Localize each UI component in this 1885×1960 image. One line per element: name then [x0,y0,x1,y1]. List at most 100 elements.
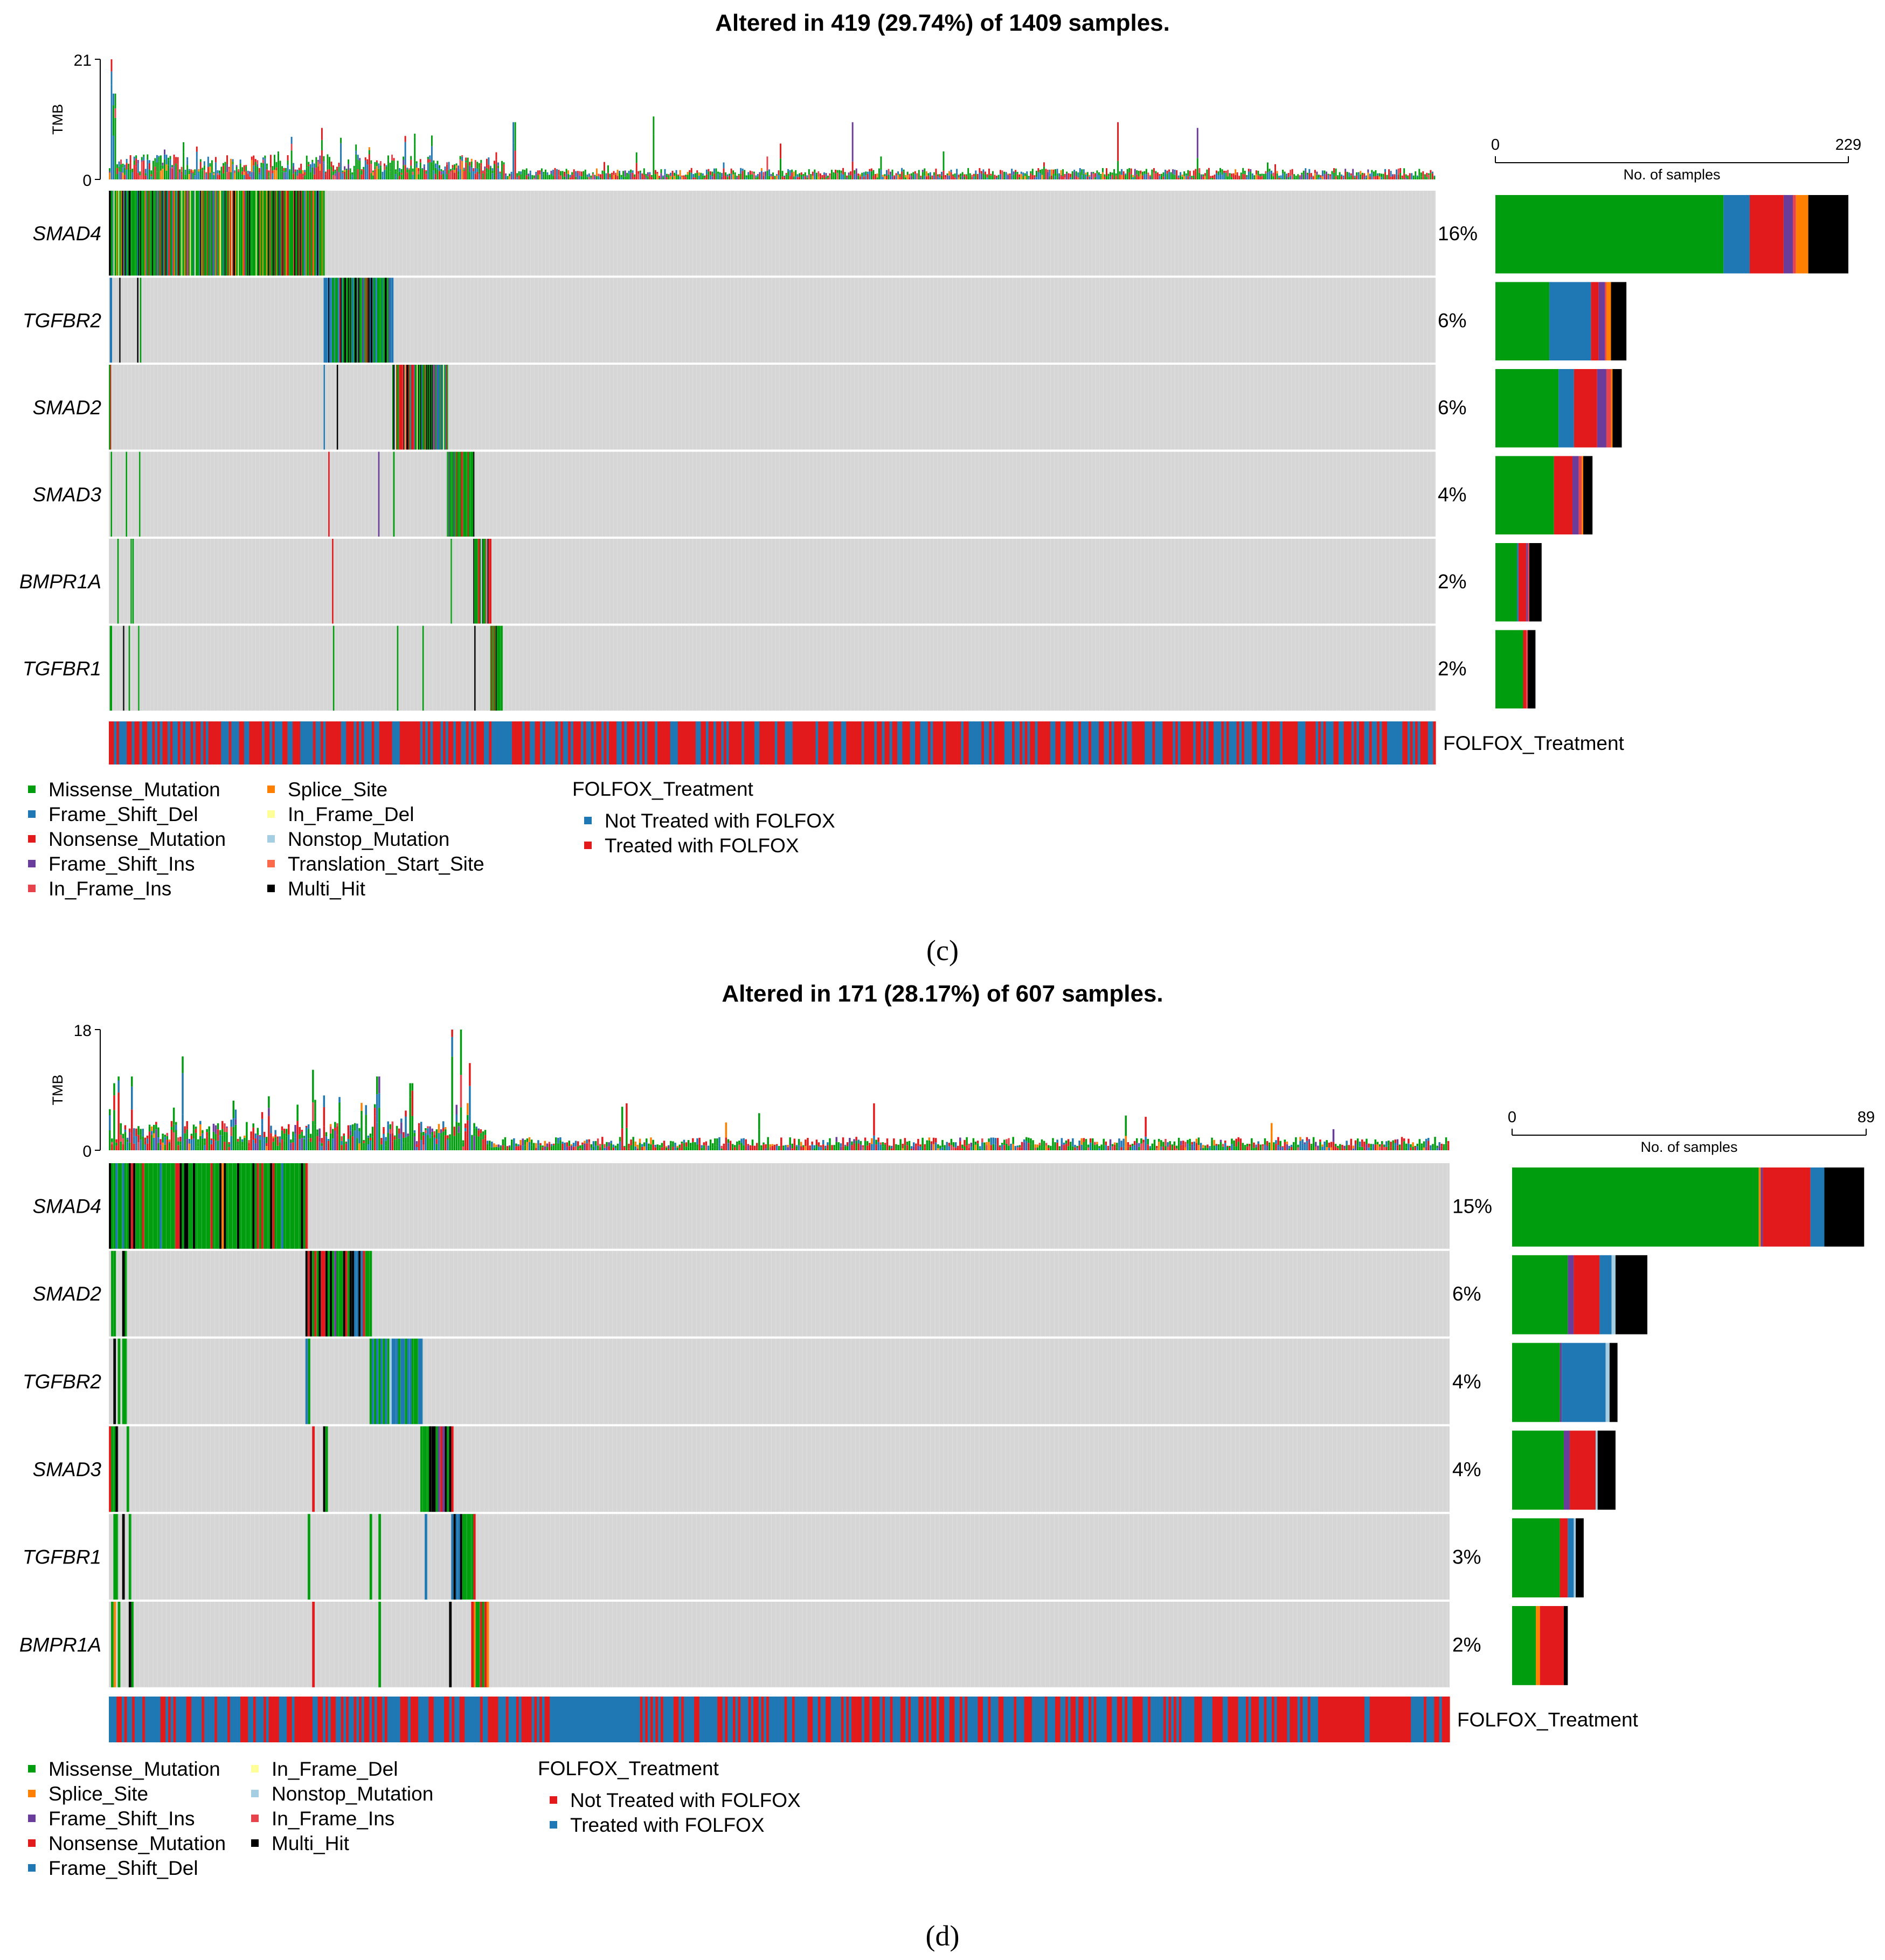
mutation-cell [346,277,348,363]
tmb-bar-segment [1180,1141,1182,1145]
mutation-cell [263,1163,266,1249]
tmb-bar-segment [1138,1143,1140,1147]
folfox-annotation-cell [1341,721,1345,764]
gene-percent-label: 16% [1438,223,1478,245]
tmb-bar-segment [1003,1145,1006,1150]
tmb-bar-segment [1055,169,1056,176]
folfox-annotation-cell [927,721,931,764]
tmb-bar-segment [184,1126,186,1128]
mutation-cell [455,1514,459,1600]
tmb-bar-segment [965,174,967,176]
tmb-bar-segment [1341,176,1343,179]
tmb-bar-segment [380,1140,383,1145]
tmb-bar-segment [1140,1138,1142,1144]
folfox-annotation-cell [1264,721,1268,764]
tmb-bar-segment [1106,168,1107,176]
tmb-bar-segment [194,175,196,179]
tmb-bar-segment [751,1145,754,1150]
tmb-bar-segment [1197,1137,1200,1145]
folfox-annotation-cell [142,1697,145,1742]
mutation-cell [453,1514,456,1600]
tmb-bar-segment [890,1145,893,1149]
tmb-bar-segment [575,176,577,179]
tmb-bar-segment [213,172,215,173]
tmb-bar-segment [997,177,1000,179]
tmb-bar-segment [1426,177,1428,179]
tmb-bar-segment [292,1142,294,1150]
tmb-bar-segment [753,173,755,179]
folfox-annotation-cell [351,721,355,764]
tmb-bar-segment [1248,171,1250,179]
tmb-bar-segment [672,1146,674,1150]
tmb-bar-segment [1266,162,1269,172]
tmb-bar-segment [986,177,988,179]
tmb-bar-segment [912,1146,915,1150]
tmb-bar-segment [382,171,384,174]
tmb-bar-segment [609,177,611,179]
tmb-bar-segment [1350,175,1352,179]
tmb-bar-segment [829,175,831,179]
tmb-bar-segment [418,174,420,179]
tmb-bar-segment [837,1142,840,1147]
tmb-bar-segment [217,175,219,179]
sidebar-bar-segment [1723,195,1750,274]
tmb-bar-segment [1430,1148,1432,1150]
tmb-bar-segment [458,1132,460,1150]
tmb-bar-segment [1286,176,1288,179]
tmb-bar-segment [1086,172,1089,177]
folfox-annotation-cell [198,721,202,764]
tmb-bar-segment [910,176,912,179]
mutation-cell [239,191,241,276]
tmb-bar-segment [177,1145,179,1150]
tmb-bar-segment [1310,177,1312,179]
tmb-bar-segment [756,1148,758,1150]
tmb-bar-segment [399,168,401,172]
tmb-bar-segment [113,1095,115,1110]
tmb-bar-segment [639,170,641,173]
tmb-bar-segment [1001,175,1003,179]
tmb-bar-segment [143,157,145,161]
tmb-bar-segment [251,159,253,172]
folfox-annotation-cell [231,721,234,764]
tmb-bar-segment [1126,169,1128,172]
tmb-bar-segment [1297,1147,1299,1150]
tmb-bar-segment [207,156,209,162]
tmb-bar-segment [1140,173,1142,179]
tmb-bar-segment [822,1139,824,1145]
folfox-annotation-cell [384,721,387,764]
folfox-annotation-cell [828,721,831,764]
tmb-bar-segment [504,1146,507,1150]
tmb-bar-segment [1422,176,1424,179]
tmb-bar-segment [440,1133,442,1135]
tmb-bar-segment [1204,176,1206,179]
mutation-cell [348,277,350,363]
tmb-bar-segment [1016,172,1018,174]
tmb-bar-segment [438,1139,440,1150]
mutation-cell [347,1250,350,1337]
tmb-bar-segment [1091,1143,1094,1150]
tmb-bar-segment [906,1142,909,1145]
folfox-annotation-cell [907,721,911,764]
tmb-bar-segment [1180,176,1182,179]
folfox-annotation-cell [1377,721,1380,764]
mutation-cell [415,1338,419,1424]
tmb-bar-segment [334,1127,336,1131]
tmb-bar-segment [635,152,637,163]
tmb-bar-segment [668,1145,670,1149]
tmb-bar-segment [990,175,992,179]
tmb-bar-segment [577,172,579,179]
tmb-bar-segment [1225,172,1227,179]
tmb-bar-segment [135,166,137,179]
mutation-cell [140,277,142,363]
tmb-bar-segment [351,172,354,175]
tmb-bar-segment [262,157,264,160]
tmb-bar-segment [427,163,429,179]
mutation-cell [216,191,218,276]
tmb-bar-segment [664,175,666,179]
tmb-bar-segment [1398,1147,1401,1150]
folfox-annotation-cell [1389,721,1393,764]
mutation-cell [138,191,140,276]
tmb-bar-segment [433,170,435,179]
tmb-bar-segment [220,171,223,179]
tmb-bar-segment [849,1138,851,1143]
